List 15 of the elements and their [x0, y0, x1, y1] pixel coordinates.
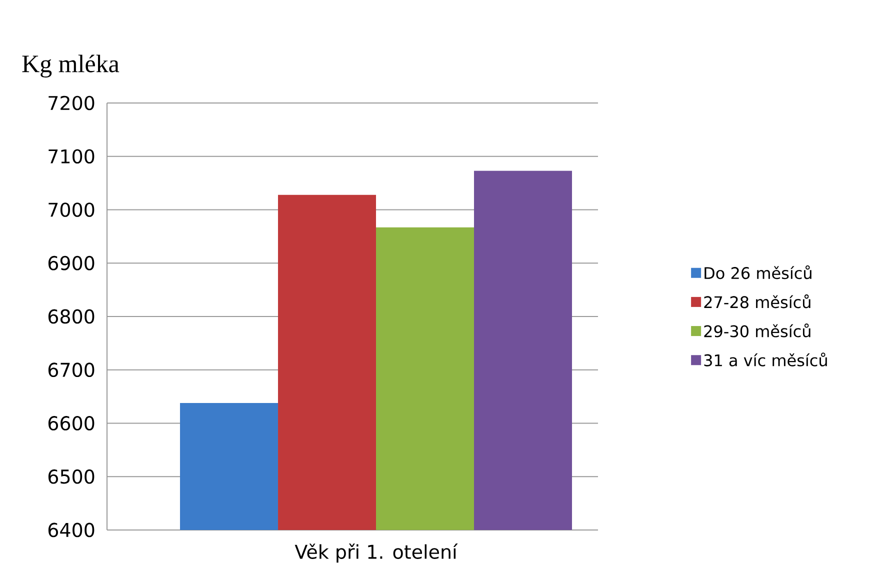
legend-label: 31 a víc měsíců — [704, 352, 827, 366]
y-tick-label: 6400 — [48, 522, 94, 538]
y-tick-label: 6900 — [48, 256, 94, 270]
x-tick-label: Věk při 1. otelení — [294, 544, 458, 563]
y-tick-label: 6500 — [48, 469, 94, 484]
legend-label: 29-30 měsíců — [704, 324, 810, 338]
y-tick-label: 7200 — [48, 96, 94, 110]
legend-label: Do 26 měsíců — [704, 265, 812, 280]
legend-label: 27-28 měsíců — [704, 294, 810, 308]
y-tick-label: 6600 — [48, 416, 94, 430]
y-axis-title: Kg mléka — [22, 54, 120, 78]
y-tick-label: 7000 — [48, 202, 94, 217]
y-tick-label: 6700 — [48, 362, 94, 378]
y-tick-label: 7100 — [48, 149, 94, 164]
y-tick-label: 6800 — [48, 309, 94, 324]
